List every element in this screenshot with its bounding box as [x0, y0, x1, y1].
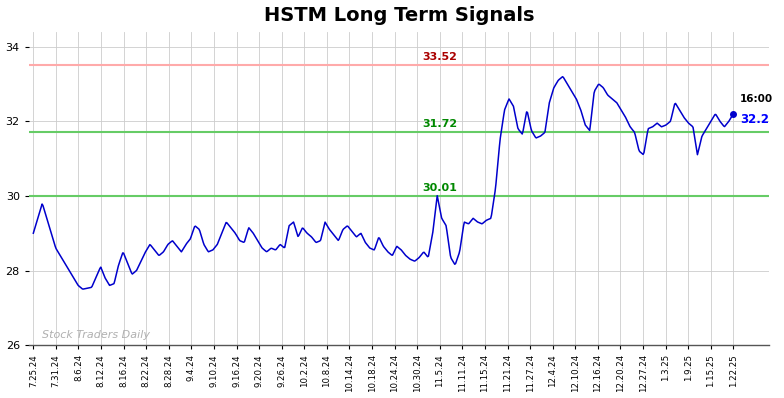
Text: 31.72: 31.72: [423, 119, 457, 129]
Text: 32.2: 32.2: [740, 113, 769, 126]
Text: Stock Traders Daily: Stock Traders Daily: [42, 330, 151, 339]
Title: HSTM Long Term Signals: HSTM Long Term Signals: [263, 6, 534, 25]
Text: 16:00: 16:00: [740, 94, 773, 104]
Text: 33.52: 33.52: [423, 52, 457, 62]
Text: 30.01: 30.01: [423, 183, 457, 193]
